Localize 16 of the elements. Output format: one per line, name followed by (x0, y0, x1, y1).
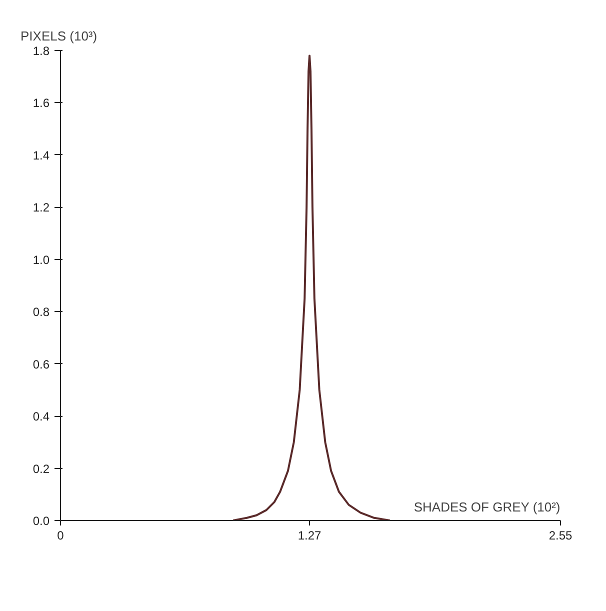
y-axis-title: PIXELS (10³) (20, 28, 98, 44)
x-axis-title: SHADES OF GREY (10²) (414, 500, 560, 514)
line-series (232, 54, 391, 520)
y-tick-label: 0.4 (32, 410, 50, 424)
x-tick-label: 1.27 (298, 528, 322, 542)
y-tick-label: 0.0 (32, 514, 50, 528)
y-tick-label: 1.2 (32, 200, 50, 215)
y-tick-label: 1.0 (32, 252, 50, 267)
y-tick-label: 0.2 (32, 462, 50, 476)
x-tick-label: 2.55 (548, 528, 573, 542)
y-tick-label: 0.6 (32, 357, 50, 372)
y-tick-label: 1.8 (32, 44, 50, 58)
y-tick-label: 1.4 (32, 148, 50, 162)
y-tick-label: 1.6 (32, 96, 50, 110)
y-tick-label: 0.8 (32, 305, 50, 320)
x-tick-label: 0 (57, 528, 64, 542)
